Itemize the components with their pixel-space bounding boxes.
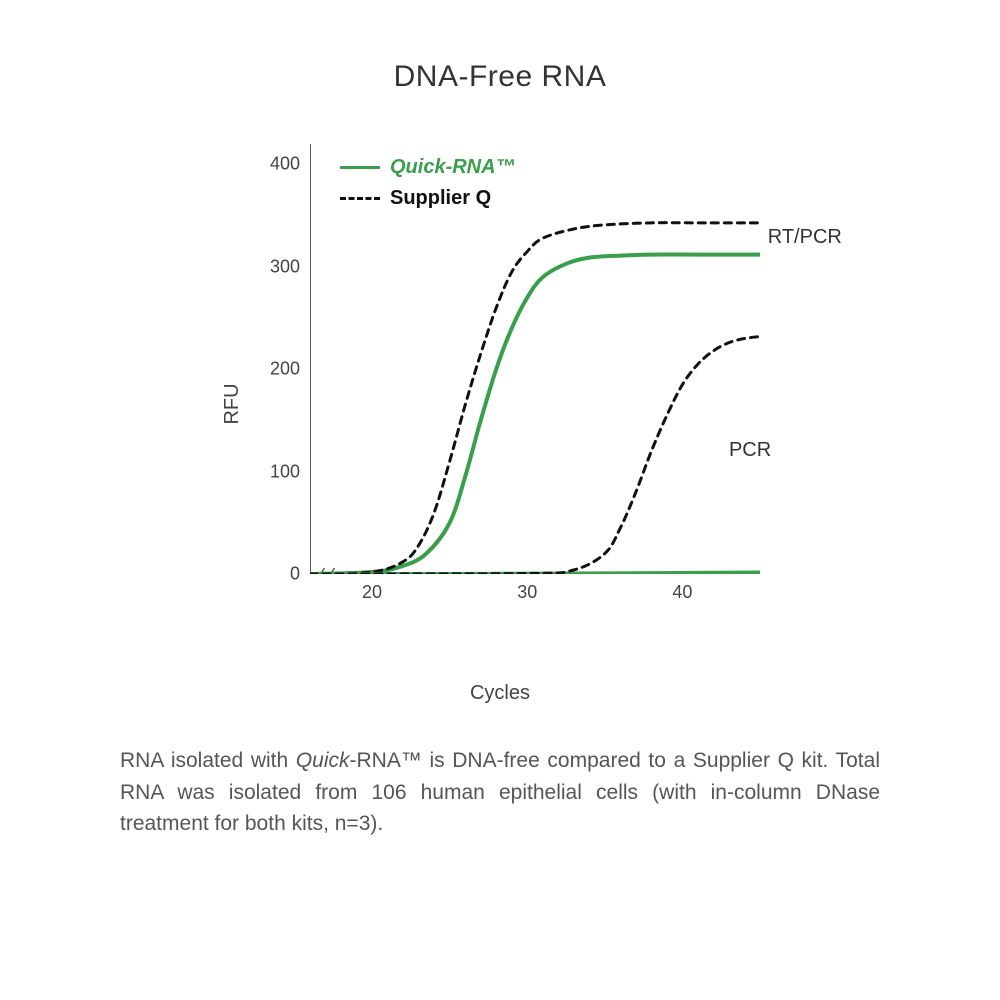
x-tick-label: 20 [362, 582, 382, 603]
x-tick-label: 30 [517, 582, 537, 603]
series-line [310, 223, 760, 574]
legend-label: Supplier Q [390, 187, 491, 210]
chart-title: DNA-Free RNA [394, 60, 607, 94]
legend-label: Quick-RNA™ [390, 156, 516, 179]
series-line [310, 336, 760, 574]
chart-container: RFU 0100200300400203040RT/PCRPCR Quick-R… [220, 144, 780, 664]
legend-item: Quick-RNA™ [340, 156, 516, 179]
x-tick-label: 40 [672, 582, 692, 603]
legend-swatch [340, 197, 380, 200]
legend-item: Supplier Q [340, 187, 516, 210]
y-tick-label: 200 [270, 359, 300, 380]
x-axis-label: Cycles [220, 682, 780, 705]
caption-text: RNA isolated with [120, 749, 296, 772]
series-line [310, 254, 760, 574]
y-tick-label: 100 [270, 461, 300, 482]
chart-caption: RNA isolated with Quick-RNA™ is DNA-free… [120, 745, 880, 840]
y-tick-label: 300 [270, 256, 300, 277]
legend-swatch [340, 166, 380, 169]
curve-label: PCR [729, 439, 771, 462]
y-tick-label: 400 [270, 154, 300, 175]
y-tick-label: 0 [290, 564, 300, 585]
y-axis-label: RFU [221, 383, 244, 424]
legend: Quick-RNA™ Supplier Q [340, 156, 516, 218]
caption-text: Quick [296, 749, 350, 772]
curve-label: RT/PCR [768, 226, 842, 249]
